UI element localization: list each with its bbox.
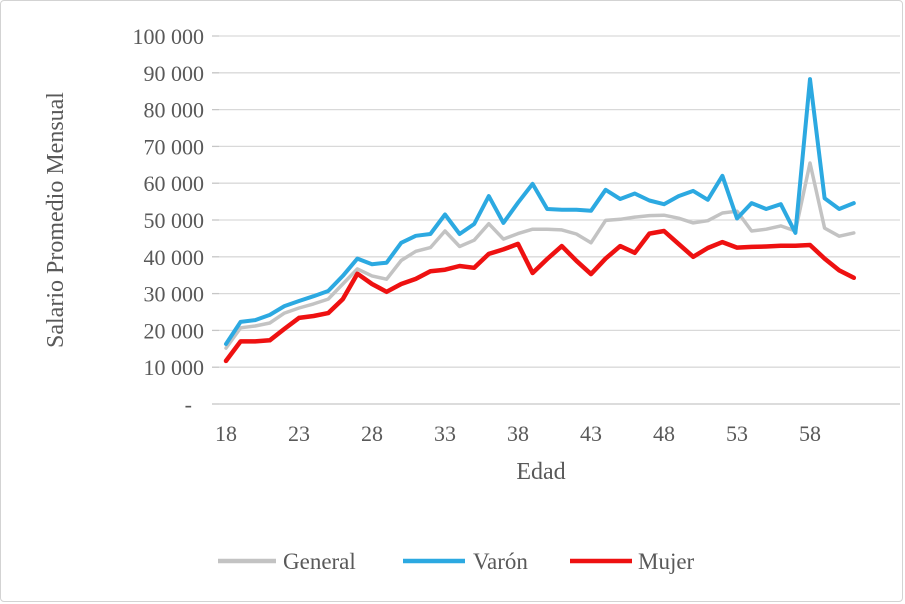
legend: General Varón Mujer (218, 549, 695, 574)
y-tick-label: 80 000 (144, 98, 205, 123)
series-line-mujer (223, 228, 857, 364)
x-tick-label: 23 (288, 421, 310, 446)
y-tick-label: 90 000 (144, 61, 205, 86)
y-tick-labels: 100 000 90 000 80 000 70 000 60 000 50 000 40 … (133, 24, 205, 417)
y-axis-ticks (212, 35, 219, 405)
x-tick-label: 43 (580, 421, 602, 446)
legend-label-varon: Varón (473, 549, 528, 574)
x-tick-label: 18 (215, 421, 237, 446)
x-tick-label: 58 (799, 421, 821, 446)
y-tick-label: 20 000 (144, 318, 205, 343)
x-tick-label: 48 (653, 421, 675, 446)
y-tick-label: 50 000 (144, 208, 205, 233)
y-tick-label: - (185, 392, 192, 417)
y-tick-label: 70 000 (144, 134, 205, 159)
y-tick-label: 60 000 (144, 171, 205, 196)
x-tick-label: 28 (361, 421, 383, 446)
gridlines (219, 35, 900, 405)
y-tick-label: 40 000 (144, 245, 205, 270)
y-axis-title: Salario Promedio Mensual (43, 92, 69, 348)
y-tick-label: 10 000 (144, 355, 205, 380)
x-tick-label: 33 (434, 421, 456, 446)
y-tick-label: 30 000 (144, 282, 205, 307)
series-line-varon (224, 77, 856, 346)
x-tick-label: 53 (726, 421, 748, 446)
legend-label-mujer: Mujer (638, 549, 695, 574)
y-tick-label: 100 000 (133, 24, 205, 49)
x-axis-title: Edad (516, 459, 565, 485)
series-line-general (224, 161, 856, 350)
x-tick-labels: 18 23 28 33 38 43 48 53 58 (215, 421, 821, 446)
legend-label-general: General (283, 549, 356, 574)
x-tick-label: 38 (507, 421, 529, 446)
